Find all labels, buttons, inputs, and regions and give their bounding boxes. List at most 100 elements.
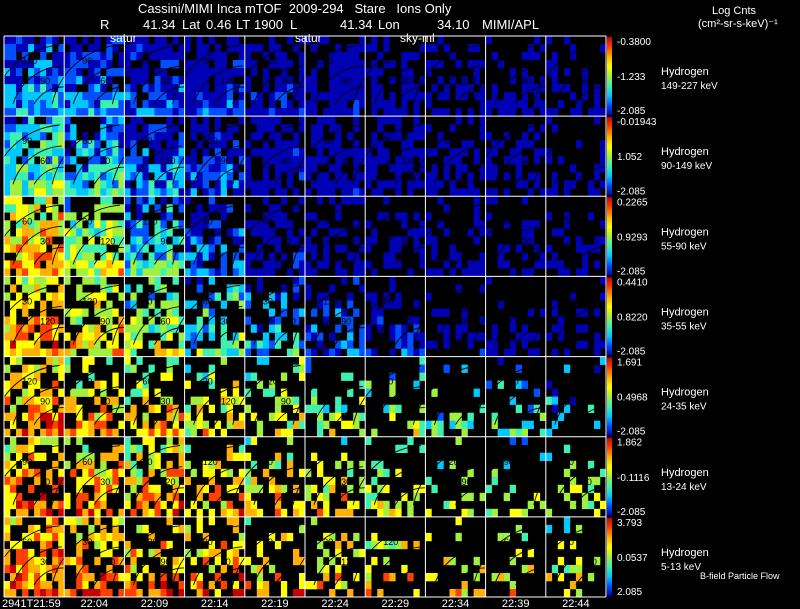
heatmap-cell	[40, 564, 47, 574]
heatmap-cell	[437, 60, 444, 69]
heatmap-cell	[184, 460, 191, 470]
heatmap-cell	[238, 148, 246, 157]
heatmap-cell	[46, 589, 53, 598]
heatmap-cell	[485, 100, 492, 109]
heatmap-cell	[130, 236, 137, 245]
heatmap-cell	[100, 540, 107, 550]
heatmap-cell	[154, 164, 161, 173]
heatmap-cell	[40, 573, 47, 582]
heatmap-cell	[317, 508, 324, 518]
heatmap-cell	[220, 92, 227, 101]
heatmap-cell	[28, 148, 35, 157]
heatmap-cell	[280, 60, 288, 69]
heatmap-cell	[70, 244, 77, 253]
heatmap-cell	[341, 148, 348, 157]
heatmap-cell	[88, 244, 95, 253]
heatmap-cell	[40, 396, 47, 405]
heatmap-cell	[401, 100, 408, 109]
contour-label: 90	[161, 557, 171, 567]
heatmap-cell	[52, 220, 59, 229]
heatmap-cell	[130, 444, 137, 453]
heatmap-cell	[82, 581, 89, 590]
heatmap-cell	[311, 348, 318, 357]
heatmap-cell	[329, 124, 336, 133]
heatmap-cell	[347, 500, 354, 510]
species-label: Hydrogen	[661, 307, 709, 319]
heatmap-cell	[587, 212, 595, 221]
heatmap-cell	[82, 252, 89, 261]
heatmap-cell	[274, 132, 282, 141]
heatmap-cell	[365, 540, 372, 550]
heatmap-cell	[600, 220, 607, 229]
heatmap-cell	[208, 220, 215, 229]
heatmap-cell	[569, 292, 577, 301]
heatmap-cell	[347, 148, 354, 157]
heatmap-cell	[377, 308, 384, 317]
heatmap-cell	[82, 260, 89, 269]
heatmap-cell	[130, 332, 137, 341]
heatmap-cell	[413, 236, 420, 245]
heatmap-cell	[40, 388, 47, 397]
heatmap-cell	[64, 500, 71, 510]
heatmap-cell	[341, 244, 348, 253]
heatmap-cell	[347, 44, 354, 53]
heatmap-cell	[202, 164, 209, 173]
heatmap-cell	[413, 380, 420, 389]
heatmap-cell	[28, 188, 35, 197]
heatmap-cell	[268, 212, 276, 221]
heatmap-cell	[232, 476, 240, 486]
heatmap-cell	[10, 492, 17, 502]
heatmap-cell	[70, 132, 77, 141]
heatmap-cell	[335, 156, 342, 165]
heatmap-cell	[88, 428, 95, 437]
contour-label: 90	[221, 156, 231, 166]
heatmap-cell	[455, 284, 462, 293]
heatmap-cell	[10, 188, 17, 197]
heatmap-cell	[594, 556, 601, 566]
heatmap-cell	[395, 124, 402, 133]
heatmap-cell	[262, 108, 270, 117]
heatmap-cell	[226, 84, 233, 93]
heatmap-cell	[395, 172, 402, 181]
heatmap-cell	[335, 396, 342, 405]
heatmap-cell	[82, 92, 89, 101]
heatmap-cell	[238, 108, 246, 117]
field-contour	[214, 567, 245, 586]
heatmap-cell	[377, 140, 384, 149]
heatmap-cell	[40, 324, 47, 333]
heatmap-cell	[232, 228, 240, 237]
heatmap-cell	[46, 396, 53, 405]
heatmap-cell	[196, 228, 203, 237]
colorbar-min-label: -2.085	[617, 186, 646, 197]
heatmap-cell	[557, 412, 565, 421]
field-contour	[455, 487, 486, 506]
contour-label: 90	[522, 76, 532, 86]
heatmap-cell	[28, 164, 35, 173]
heatmap-cell	[226, 36, 233, 45]
heatmap-cell	[521, 564, 528, 574]
heatmap-cell	[4, 60, 11, 69]
heatmap-cell	[94, 100, 101, 109]
heatmap-cell	[280, 332, 288, 341]
heatmap-cell	[274, 156, 282, 165]
heatmap-cell	[250, 68, 258, 77]
heatmap-cell	[509, 108, 516, 117]
heatmap-cell	[479, 124, 486, 133]
heatmap-cell	[130, 140, 137, 149]
heatmap-cell	[485, 212, 492, 221]
heatmap-cell	[226, 148, 233, 157]
contour-label: 30	[323, 216, 333, 226]
heatmap-cell	[124, 581, 131, 590]
heatmap-cell	[202, 348, 209, 357]
field-contour	[373, 225, 424, 265]
heatmap-cell	[46, 260, 53, 269]
heatmap-cell	[244, 252, 252, 261]
heatmap-cell	[160, 581, 167, 590]
heatmap-cell	[280, 388, 288, 397]
heatmap-cell	[509, 100, 516, 109]
heatmap-cell	[407, 140, 414, 149]
heatmap-cell	[359, 268, 366, 277]
heatmap-cell	[533, 148, 541, 157]
heatmap-cell	[40, 252, 47, 261]
heatmap-cell	[136, 573, 143, 582]
